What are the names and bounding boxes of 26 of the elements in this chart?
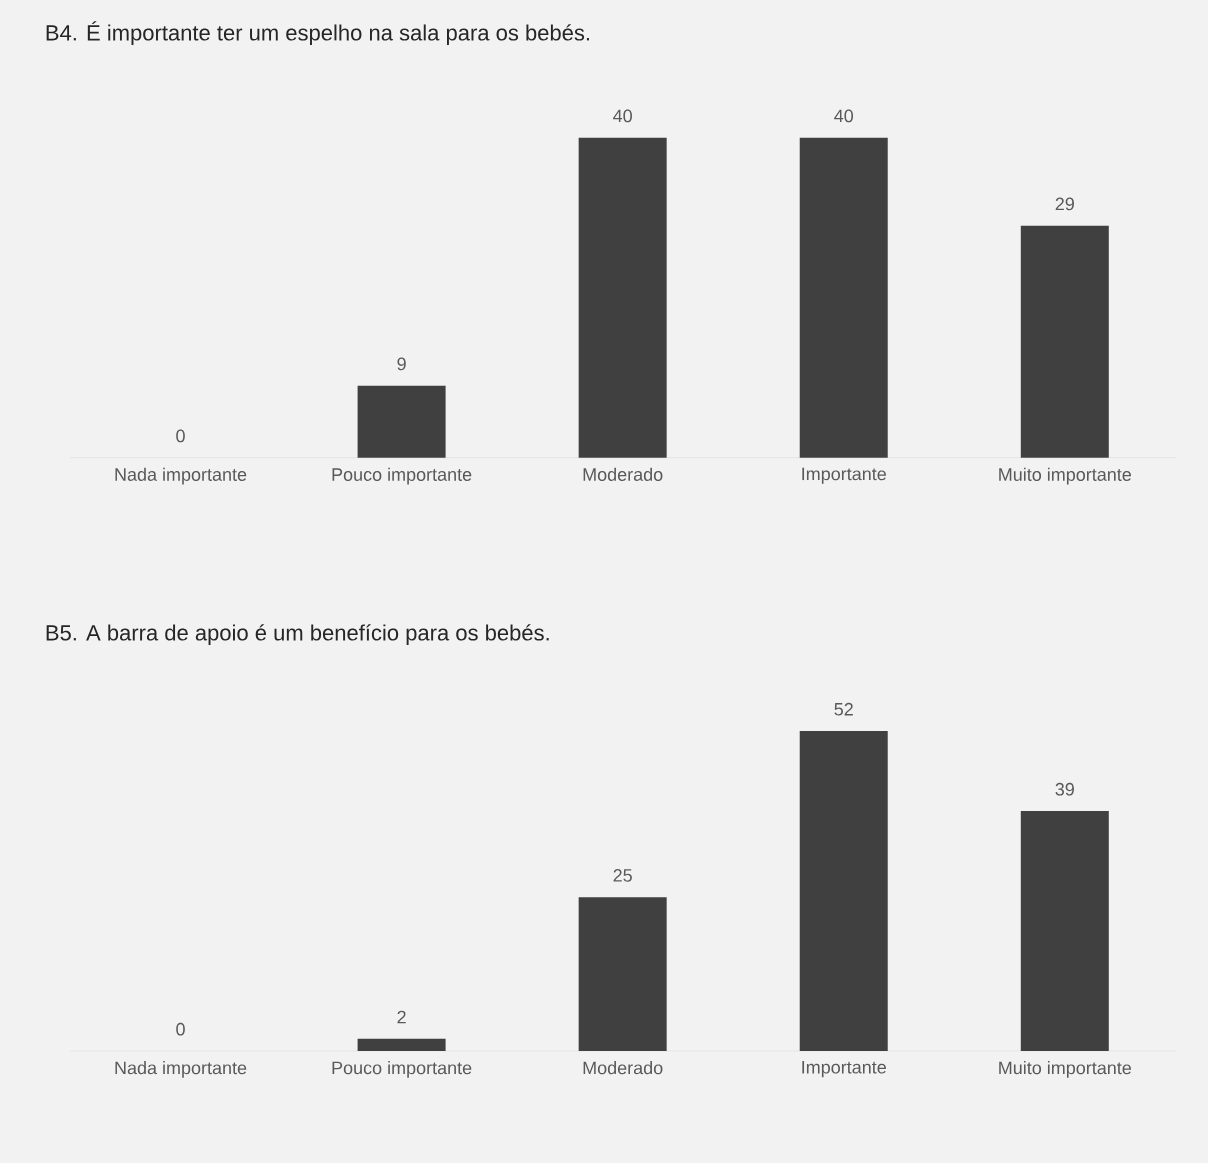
data-label: 2 — [397, 1010, 406, 1024]
data-label: 0 — [176, 429, 185, 443]
data-label: 40 — [834, 109, 854, 123]
x-tick-label: Pouco importante — [332, 1061, 472, 1078]
data-label: 9 — [397, 357, 406, 371]
bar — [1020, 810, 1109, 1051]
bar — [578, 897, 667, 1051]
x-tick-label: Muito importante — [999, 1061, 1132, 1078]
data-label: 29 — [1055, 197, 1074, 211]
data-label: 25 — [613, 869, 632, 882]
data-label: 0 — [176, 1022, 185, 1036]
chart-title: B5. A barra de apoio é um benefício para os bebés. — [46, 624, 549, 645]
chart-title: B4. É importante ter um espelho na sala para os bebés. — [46, 21, 590, 45]
x-tick-label: Moderado — [583, 467, 663, 481]
x-tick-label: Pouco importante — [332, 467, 472, 485]
data-label: 39 — [1055, 782, 1074, 796]
x-tick-label: Moderado — [583, 1061, 663, 1075]
x-tick-label: Importante — [802, 467, 886, 484]
x-tick-label: Nada importante — [115, 1061, 247, 1078]
x-tick-label: Importante — [802, 1061, 886, 1078]
data-label: 40 — [613, 109, 632, 123]
bar — [357, 1038, 446, 1051]
x-tick-label: Nada importante — [115, 467, 247, 485]
x-tick-label: Muito importante — [999, 467, 1132, 485]
bar — [799, 730, 888, 1051]
data-label: 52 — [834, 702, 853, 716]
